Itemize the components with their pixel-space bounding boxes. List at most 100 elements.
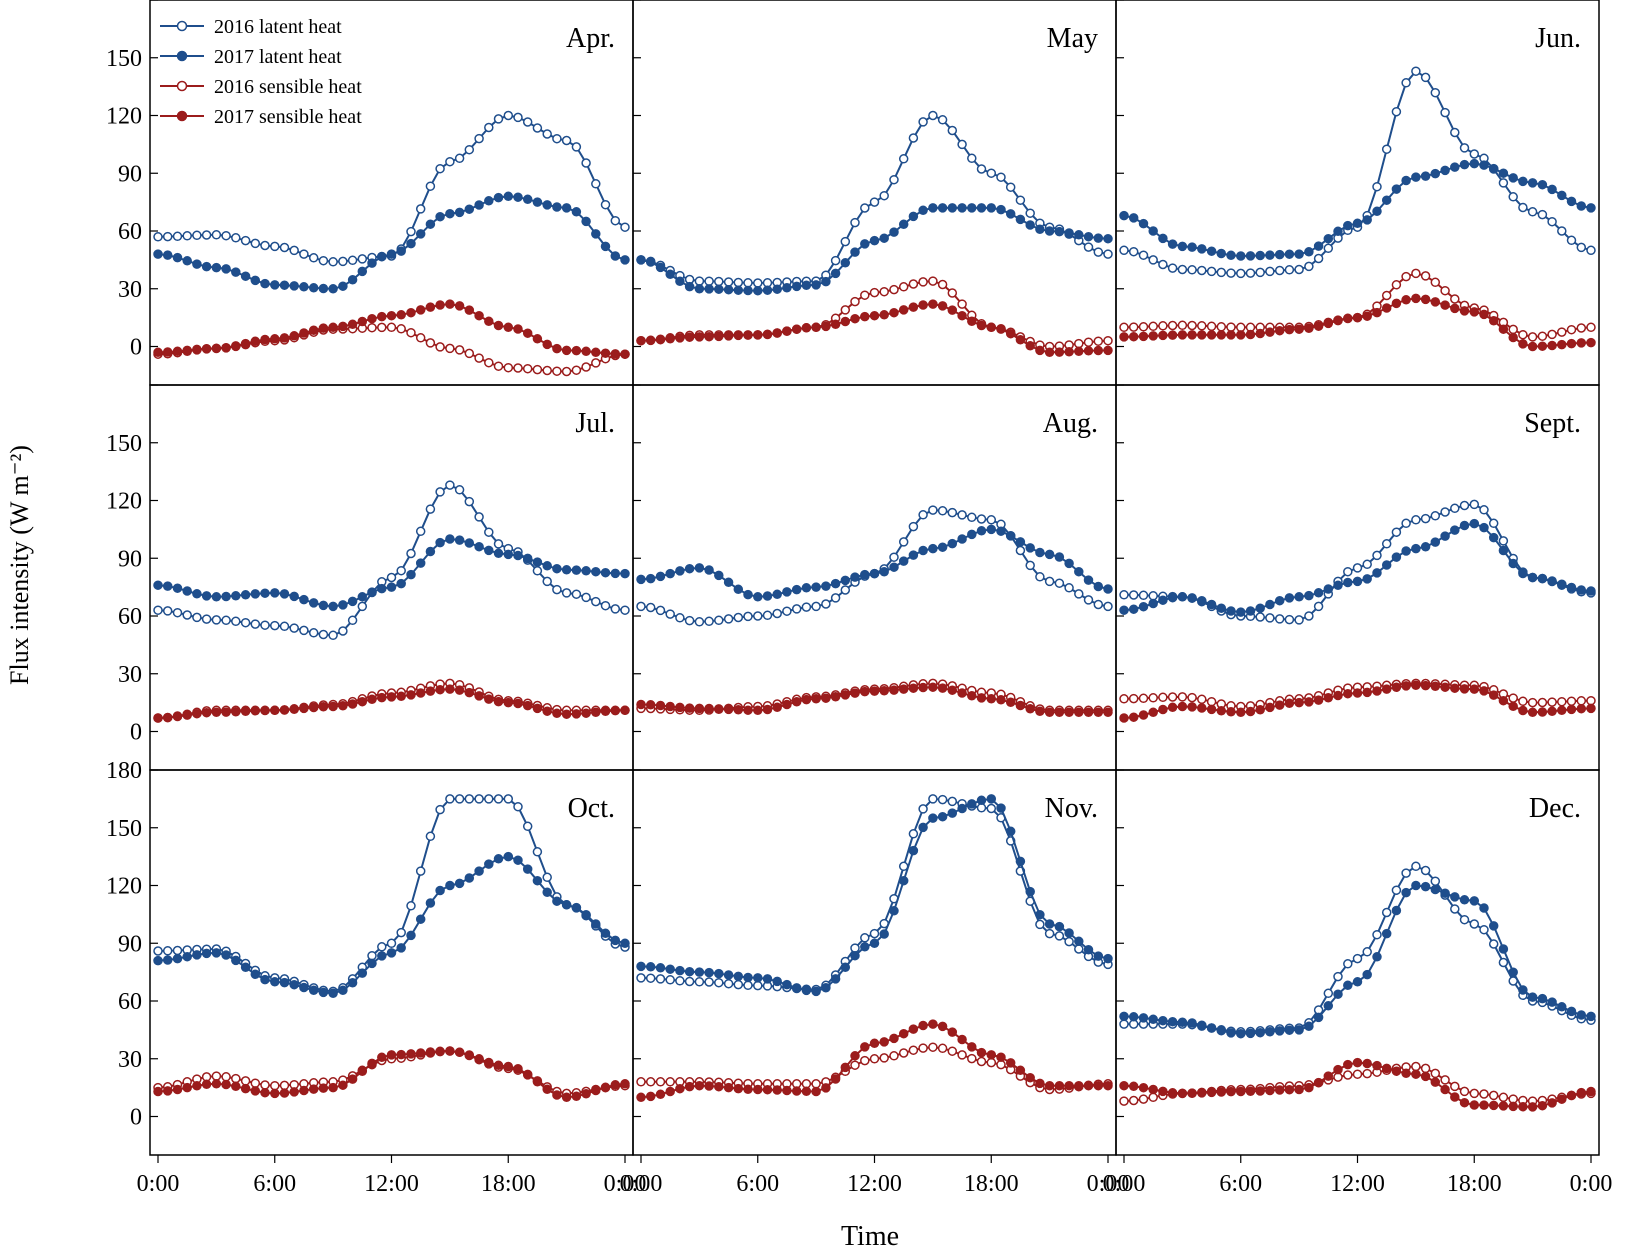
data-point [1187, 265, 1197, 275]
data-point [279, 589, 290, 599]
data-point [898, 305, 909, 315]
data-point [723, 978, 734, 989]
y-tick-label: 60 [118, 604, 142, 630]
data-point [636, 255, 646, 265]
data-point [270, 620, 280, 631]
data-point [1323, 1071, 1334, 1081]
data-point [328, 630, 338, 641]
data-point [1498, 1092, 1509, 1103]
data-point [1313, 1012, 1324, 1023]
series-line [640, 797, 1109, 991]
data-point [415, 526, 426, 537]
data-point [850, 1060, 860, 1070]
data-point [1576, 703, 1587, 714]
data-point [1440, 300, 1450, 310]
data-point [1430, 537, 1441, 547]
data-point [1391, 298, 1402, 309]
data-point [937, 683, 948, 693]
data-point [552, 366, 562, 376]
data-point [308, 325, 319, 335]
data-point [522, 821, 533, 832]
data-point [591, 596, 601, 607]
data-point [947, 808, 958, 818]
data-point [610, 568, 621, 579]
data-point [1508, 701, 1518, 712]
data-point [772, 284, 782, 294]
data-point [1119, 245, 1129, 256]
data-point [1557, 579, 1567, 589]
data-point [610, 251, 621, 261]
data-point [996, 695, 1006, 705]
data-point [1440, 1075, 1450, 1085]
data-point [1557, 339, 1567, 350]
data-point [338, 1080, 348, 1090]
data-point [328, 322, 338, 333]
month-label: Sept. [1524, 408, 1581, 439]
series-line [1123, 503, 1592, 621]
data-point [377, 251, 387, 262]
data-point [542, 1084, 552, 1095]
data-point [821, 581, 831, 591]
data-point [879, 686, 889, 696]
data-point [552, 343, 562, 354]
data-point [1294, 592, 1304, 602]
data-point [308, 702, 319, 713]
data-point [377, 1052, 387, 1063]
data-point [762, 1084, 773, 1095]
data-point [1401, 1068, 1411, 1079]
data-point [1333, 226, 1343, 237]
data-point [830, 268, 841, 279]
y-tick-label: 30 [118, 1047, 142, 1073]
data-point [1391, 885, 1402, 895]
data-point [714, 968, 724, 979]
data-point [454, 685, 465, 695]
data-point [503, 322, 514, 333]
data-point [986, 203, 997, 213]
data-point [270, 1088, 280, 1099]
data-point [996, 526, 1006, 536]
data-point [1035, 909, 1045, 920]
data-point [357, 266, 368, 277]
data-point [772, 608, 782, 619]
data-point [1527, 992, 1538, 1002]
data-point [704, 1081, 714, 1091]
data-point [299, 703, 309, 714]
data-point [1064, 936, 1074, 947]
data-point [1352, 312, 1363, 323]
data-point [636, 574, 646, 585]
data-point [986, 524, 997, 535]
data-point [1537, 697, 1548, 708]
data-point [162, 606, 173, 616]
data-point [1469, 1088, 1480, 1099]
legend-label: 2016 sensible heat [214, 76, 362, 98]
data-point [1518, 696, 1528, 707]
data-point [231, 955, 241, 966]
data-point [1054, 931, 1065, 941]
data-point [250, 706, 261, 716]
data-point [328, 701, 338, 712]
data-point [791, 983, 802, 993]
data-point [484, 545, 494, 556]
data-point [655, 700, 666, 711]
data-point [996, 204, 1006, 215]
data-point [1313, 241, 1324, 251]
data-point [1158, 595, 1168, 605]
data-point [967, 203, 977, 213]
data-point [493, 114, 504, 124]
data-point [221, 342, 231, 353]
data-point [801, 583, 812, 593]
data-point [1197, 321, 1207, 331]
data-point [1430, 277, 1441, 288]
data-point [464, 305, 475, 315]
data-point [1333, 690, 1343, 701]
data-point [1294, 324, 1304, 334]
data-point [723, 331, 734, 341]
data-point [1197, 595, 1207, 606]
data-point [1216, 603, 1227, 613]
data-point [308, 628, 319, 638]
data-point [211, 343, 222, 354]
data-point [328, 1082, 338, 1093]
data-point [182, 256, 192, 266]
data-point [1518, 329, 1528, 340]
data-point [869, 938, 880, 949]
